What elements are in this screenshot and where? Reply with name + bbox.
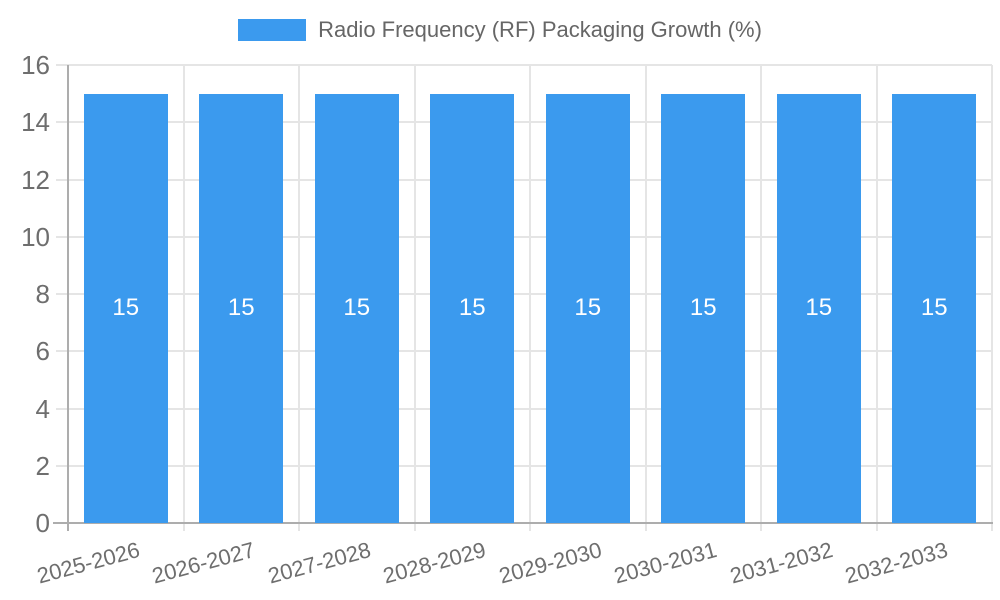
legend[interactable]: Radio Frequency (RF) Packaging Growth (%… [0, 16, 1000, 44]
bar[interactable] [199, 93, 284, 523]
bar-value-label: 15 [112, 294, 140, 322]
bar-value-label: 15 [343, 294, 371, 322]
gridline-vertical [529, 65, 531, 531]
bar-value-label: 15 [458, 294, 486, 322]
y-tick-label: 8 [35, 279, 50, 309]
bar[interactable] [430, 93, 515, 523]
bar-value-label: 15 [574, 294, 602, 322]
y-tick-label: 14 [21, 107, 50, 138]
bar-value-label: 15 [920, 294, 948, 322]
legend-label: Radio Frequency (RF) Packaging Growth (%… [318, 17, 762, 42]
x-tick-label: 2028-2029 [380, 537, 489, 589]
y-tick-label: 0 [35, 508, 50, 538]
y-tick-label: 16 [21, 50, 50, 80]
bar[interactable] [83, 93, 168, 523]
gridline-vertical [182, 65, 185, 531]
y-axis-line [67, 65, 69, 531]
bar[interactable] [545, 93, 630, 523]
x-tick-label: 2026-2027 [149, 537, 258, 589]
bar[interactable] [892, 93, 977, 523]
bar-value-label: 15 [805, 294, 833, 322]
y-tick-label: 2 [35, 450, 50, 481]
x-tick-label: 2029-2030 [495, 537, 604, 589]
y-tick-label: 10 [21, 221, 50, 252]
x-tick-label: 2031-2032 [726, 537, 835, 589]
gridline-horizontal [56, 64, 992, 66]
gridline-vertical [644, 65, 647, 531]
x-axis-line [53, 522, 993, 524]
bar[interactable] [661, 93, 746, 523]
gridline-vertical [991, 65, 993, 531]
bar-value-label: 15 [689, 294, 717, 322]
legend-swatch [238, 19, 307, 41]
gridline-vertical [760, 65, 762, 531]
gridline-horizontal [56, 407, 992, 410]
x-tick-label: 2032-2033 [842, 537, 951, 589]
bar[interactable] [314, 93, 399, 523]
x-tick-label: 2030-2031 [611, 537, 720, 589]
gridline-horizontal [56, 121, 992, 124]
gridline-horizontal [56, 350, 992, 353]
y-tick-label: 6 [35, 336, 50, 367]
bar[interactable] [776, 93, 861, 523]
y-tick-label: 12 [21, 164, 50, 195]
bar-value-label: 15 [227, 294, 255, 322]
gridline-horizontal [56, 293, 992, 295]
y-tick-label: 4 [35, 393, 50, 424]
gridline-horizontal [56, 178, 992, 181]
gridline-vertical [298, 65, 300, 531]
gridline-vertical [875, 65, 878, 531]
x-tick-label: 2027-2028 [264, 537, 373, 589]
x-tick-label: 2025-2026 [33, 537, 142, 589]
gridline-vertical [413, 65, 416, 531]
gridline-horizontal [56, 464, 992, 467]
gridline-horizontal [56, 235, 992, 238]
